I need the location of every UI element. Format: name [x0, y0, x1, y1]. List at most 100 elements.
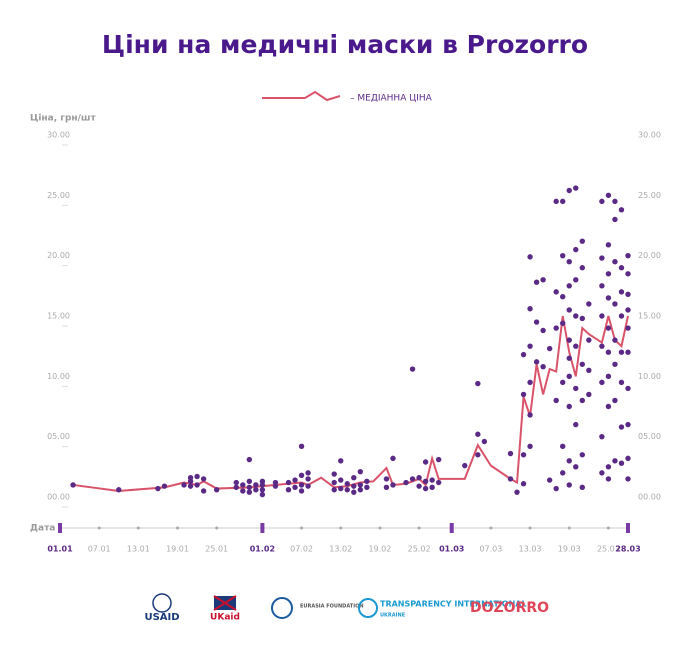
price-point	[586, 337, 592, 343]
price-point	[599, 343, 605, 349]
price-point	[364, 484, 370, 491]
x-tick-label: 13.03	[519, 545, 542, 554]
x-tick	[606, 526, 610, 530]
price-point	[390, 455, 396, 462]
x-tick	[97, 526, 101, 530]
price-point	[246, 489, 253, 495]
price-point	[605, 349, 612, 355]
price-point	[618, 379, 625, 386]
x-tick-label: 19.02	[368, 545, 391, 554]
price-point	[514, 489, 520, 495]
price-point	[560, 443, 566, 450]
price-point	[560, 198, 566, 205]
price-point	[285, 479, 292, 486]
price-point	[435, 456, 442, 463]
price-point	[187, 483, 194, 489]
price-point	[462, 462, 468, 469]
logo-icon	[152, 593, 172, 613]
y-tick-label: 00.00	[47, 493, 70, 502]
x-tick	[567, 526, 571, 530]
price-point	[305, 483, 311, 489]
price-point	[566, 482, 572, 488]
x-tick-label: 01.03	[439, 545, 464, 554]
x-tick	[449, 523, 454, 533]
price-point	[573, 277, 579, 283]
x-tick	[339, 526, 343, 530]
price-point	[605, 464, 612, 470]
price-point	[338, 485, 344, 492]
x-tick	[176, 526, 180, 530]
price-point	[625, 325, 631, 331]
price-point	[579, 452, 585, 458]
price-point	[357, 468, 364, 475]
price-point	[527, 379, 533, 386]
x-tick	[417, 526, 421, 530]
price-point	[573, 385, 579, 392]
price-point	[155, 485, 161, 492]
price-point	[599, 470, 605, 476]
price-point	[573, 246, 579, 253]
price-point	[605, 242, 612, 248]
price-point	[625, 421, 631, 428]
price-point	[116, 487, 122, 493]
price-point	[612, 216, 618, 223]
legend-label: – МЕДІАННА ЦІНА	[350, 94, 433, 104]
x-tick	[215, 526, 219, 530]
x-tick-label: 01.02	[250, 545, 275, 554]
price-point	[331, 479, 337, 486]
x-tick-label: 13.01	[127, 545, 150, 554]
price-point	[618, 349, 625, 355]
price-point	[573, 421, 579, 428]
price-point	[475, 431, 481, 437]
price-point	[586, 391, 592, 398]
price-point	[573, 313, 579, 319]
price-point	[605, 476, 612, 482]
x-tick	[489, 526, 493, 530]
y-tick-label: 15.00	[47, 312, 70, 321]
price-point	[298, 482, 305, 488]
price-point	[253, 482, 259, 488]
price-point	[416, 483, 422, 489]
price-point	[246, 478, 253, 485]
y-tick-label-right: 05.00	[638, 432, 661, 441]
y-tick-label-right: 25.00	[638, 191, 661, 200]
x-tick-label: 25.01	[205, 545, 228, 554]
price-point	[298, 472, 305, 478]
price-point	[233, 479, 239, 486]
price-point	[560, 252, 566, 259]
price-point	[573, 343, 579, 349]
price-point	[566, 187, 572, 194]
price-point	[527, 306, 533, 312]
x-tick-label: 13.02	[329, 545, 352, 554]
price-point	[586, 367, 592, 373]
x-tick-label: 25.02	[408, 545, 431, 554]
price-point	[573, 185, 579, 191]
y-tick-label: 30.00	[47, 131, 70, 140]
price-point	[259, 487, 266, 493]
y-tick-label-right: 20.00	[638, 251, 661, 260]
price-point	[599, 313, 605, 319]
logo-icon	[358, 598, 378, 618]
price-point	[383, 476, 390, 482]
price-point	[475, 452, 481, 458]
price-point	[566, 307, 572, 313]
price-point	[187, 478, 194, 485]
logo: USAID	[144, 612, 179, 623]
x-tick	[626, 523, 630, 533]
price-point	[161, 483, 168, 489]
price-point	[605, 373, 612, 380]
price-point	[331, 471, 337, 477]
x-tick	[300, 526, 304, 530]
price-point	[612, 361, 618, 367]
price-point	[200, 488, 207, 494]
price-point	[599, 379, 605, 386]
price-point	[618, 289, 625, 295]
price-point	[240, 488, 246, 494]
price-point	[612, 458, 618, 464]
x-tick-label: 19.03	[558, 545, 581, 554]
price-point	[194, 473, 200, 480]
price-point	[338, 458, 344, 464]
price-point	[612, 198, 618, 205]
price-point	[527, 443, 533, 450]
price-point	[520, 391, 527, 398]
